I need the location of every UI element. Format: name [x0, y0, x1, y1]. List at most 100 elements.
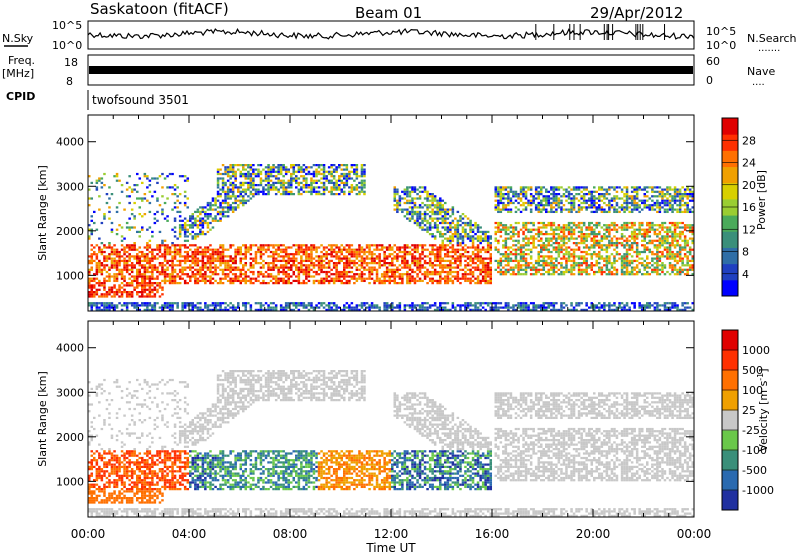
power-cell — [332, 264, 336, 267]
power-cell — [168, 302, 172, 305]
power-cell — [224, 201, 227, 205]
power-cell — [436, 257, 439, 260]
power-cell — [466, 273, 470, 276]
power-cell — [320, 268, 323, 271]
power-cell — [108, 246, 111, 249]
power-cell — [537, 255, 541, 258]
power-cell — [560, 264, 563, 267]
power-cell — [196, 279, 200, 283]
power-cell — [380, 246, 384, 249]
power-cell — [595, 259, 599, 263]
power-cell — [441, 248, 445, 251]
power-cell — [484, 308, 487, 312]
power-cell — [444, 237, 447, 240]
power-cell — [325, 279, 328, 283]
power-cell — [284, 275, 288, 278]
power-cell — [504, 242, 508, 245]
power-cell — [287, 266, 291, 269]
power-cell — [90, 253, 94, 256]
power-cell — [181, 226, 184, 229]
power-cell — [158, 246, 162, 249]
power-cell — [560, 186, 563, 189]
power-cell — [532, 221, 535, 225]
power-cell — [209, 268, 212, 271]
power-cell — [550, 257, 553, 260]
power-cell — [130, 264, 134, 267]
power-cell — [284, 246, 288, 249]
power-cell — [221, 164, 225, 167]
power-cell — [338, 270, 341, 274]
power-cell — [459, 244, 462, 247]
power-cell — [221, 213, 225, 216]
power-cell — [547, 304, 551, 307]
power-cell — [444, 282, 447, 285]
power-cell — [295, 259, 298, 263]
power-cell — [532, 304, 535, 307]
power-cell — [239, 190, 243, 193]
power-cell — [290, 253, 293, 256]
power-cell — [590, 237, 594, 240]
power-cell — [360, 246, 364, 249]
power-cell — [226, 179, 230, 182]
power-cell — [214, 201, 217, 205]
power-cell — [416, 279, 419, 283]
power-cell — [113, 306, 116, 309]
power-cell — [423, 228, 427, 231]
power-cell — [459, 215, 462, 218]
power-cell — [214, 215, 217, 218]
power-cell — [403, 244, 407, 247]
power-cell — [224, 166, 227, 169]
power-cell — [118, 224, 121, 227]
power-cell — [411, 308, 414, 312]
power-cell — [242, 175, 245, 178]
power-cell — [204, 304, 207, 307]
power-cell — [244, 175, 248, 178]
power-cell — [378, 259, 381, 263]
power-cell — [133, 248, 136, 251]
power-cell — [537, 210, 541, 214]
power-cell — [214, 219, 217, 222]
power-cell — [249, 197, 253, 200]
power-cell — [494, 306, 498, 309]
power-cell — [527, 266, 530, 269]
power-cell — [557, 226, 561, 229]
power-cell — [345, 244, 349, 247]
power-cell — [90, 308, 94, 312]
power-cell — [214, 197, 217, 200]
power-cell — [524, 242, 528, 245]
power-cell — [194, 217, 197, 220]
power-cell — [537, 250, 541, 254]
power-cell — [305, 250, 308, 254]
power-cell — [143, 279, 147, 283]
power-cell — [537, 257, 541, 260]
power-cell — [605, 255, 609, 258]
power-cell — [315, 179, 318, 182]
power-cell — [423, 188, 427, 191]
power-cell — [585, 253, 588, 256]
power-cell — [189, 304, 192, 307]
power-cell — [244, 190, 248, 193]
power-cell — [153, 288, 157, 291]
power-cell — [406, 193, 409, 196]
power-cell — [196, 250, 200, 254]
power-cell — [136, 284, 139, 287]
power-cell — [95, 273, 99, 276]
power-cell — [108, 206, 111, 209]
power-cell — [439, 306, 442, 309]
power-cell — [540, 233, 543, 236]
power-cell — [284, 250, 288, 254]
power-cell — [186, 179, 190, 182]
power-cell — [282, 266, 285, 269]
power-cell — [552, 197, 556, 200]
power-cell — [206, 268, 210, 271]
power-cell — [348, 308, 351, 312]
power-cell — [519, 204, 523, 207]
power-cell — [494, 193, 498, 196]
power-cell — [297, 244, 301, 247]
power-cell — [226, 195, 230, 198]
power-cell — [340, 282, 344, 285]
power-cell — [451, 239, 455, 242]
power-cell — [489, 259, 493, 263]
power-cell — [499, 306, 503, 309]
power-cell — [479, 308, 482, 312]
